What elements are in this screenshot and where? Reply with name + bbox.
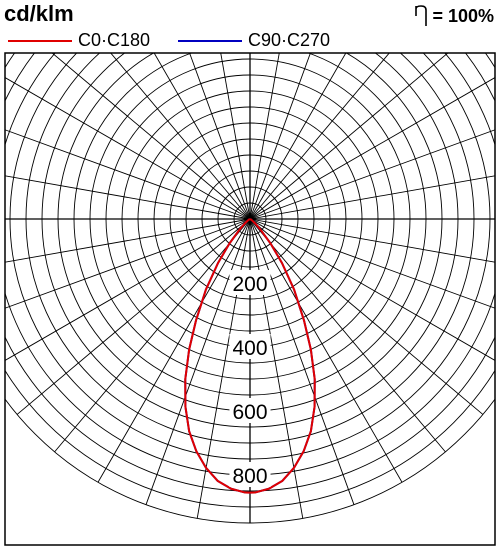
grid-spoke	[189, 53, 251, 220]
grid-spoke	[249, 77, 495, 220]
unit-label: cd/klm	[4, 1, 74, 26]
efficiency-value: = 100%	[432, 6, 494, 26]
grid-spoke	[249, 129, 495, 220]
tick-label-bg	[229, 270, 271, 295]
grid-spoke	[5, 129, 251, 220]
grid-spoke	[249, 175, 495, 220]
legend-item-c90-c270: C90·C270	[178, 30, 330, 51]
radial-tick-label: 600	[232, 401, 267, 424]
legend-label-c90-c270: C90·C270	[248, 30, 331, 50]
grid-spoke	[249, 218, 403, 483]
polar-grid	[5, 53, 495, 524]
curves	[184, 218, 316, 494]
tick-label-bg	[229, 334, 271, 359]
grid-spoke	[220, 53, 251, 220]
grid-spoke	[249, 218, 446, 453]
grid-spoke	[249, 53, 347, 220]
grid-spoke	[5, 77, 251, 220]
grid-spoke	[249, 218, 495, 361]
tick-label-bg	[229, 398, 271, 423]
legend-label-c0-c180: C0·C180	[78, 30, 151, 50]
grid-spoke	[145, 218, 251, 505]
grid-spoke	[249, 53, 390, 220]
efficiency-label: = 100%	[414, 4, 494, 31]
grid-spoke	[249, 218, 484, 415]
radial-tick-label: 400	[232, 337, 267, 360]
grid-spoke	[5, 218, 251, 361]
radial-tick-labels: 200 400 600 800	[229, 270, 271, 488]
grid-spoke	[249, 218, 495, 263]
grid-spoke	[97, 218, 251, 483]
curve-c0-c180	[184, 218, 316, 494]
grid-spoke	[5, 218, 251, 309]
grid-spoke	[16, 218, 251, 415]
grid-spoke	[249, 53, 311, 220]
eta-symbol	[414, 4, 428, 31]
grid-spoke	[110, 53, 251, 220]
eta-icon	[415, 5, 428, 26]
grid-spoke	[249, 53, 449, 220]
radial-tick-label: 200	[232, 273, 267, 296]
radial-tick-label: 800	[232, 465, 267, 488]
tick-label-bg	[229, 462, 271, 487]
grid-spoke	[249, 218, 355, 505]
legend-swatch-c90-c270	[178, 39, 242, 42]
grid-spoke	[5, 218, 251, 263]
legend: C0·C180 C90·C270	[0, 30, 500, 52]
grid-spoke	[51, 53, 251, 220]
grid-spoke	[153, 53, 251, 220]
grid-spoke	[249, 218, 495, 309]
legend-swatch-c0-c180	[8, 39, 72, 42]
grid-spoke	[249, 53, 280, 220]
legend-item-c0-c180: C0·C180	[8, 30, 150, 51]
grid-spoke	[5, 175, 251, 220]
grid-spoke	[54, 218, 251, 453]
